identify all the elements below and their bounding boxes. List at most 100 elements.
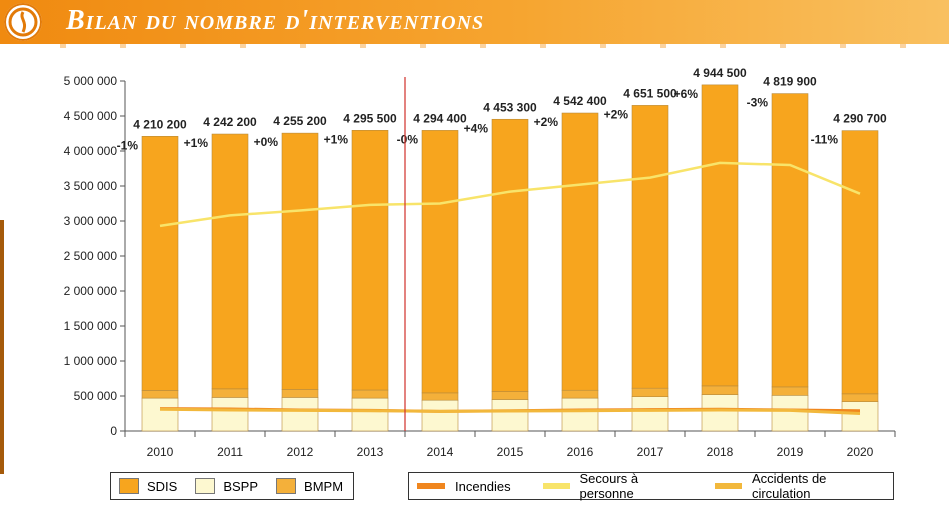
- bar-bspp: [211, 397, 249, 432]
- legend-types: Incendies Secours à personne Accidents d…: [408, 471, 894, 501]
- legend-label: Accidents de circulation: [751, 471, 827, 501]
- total-data-label: 4 295 500: [343, 111, 397, 125]
- pct-change-label: +6%: [674, 87, 699, 101]
- pct-change-label: +4%: [464, 121, 489, 135]
- x-tick-label: 2016: [567, 445, 594, 459]
- y-tick-label: 0: [110, 424, 117, 438]
- bar-bmpm: [351, 389, 389, 399]
- bar-bmpm: [421, 392, 459, 401]
- legend-swatch: [195, 478, 216, 494]
- bar-sdis: [281, 132, 319, 390]
- bar-bspp: [631, 396, 669, 432]
- legend-label: SDIS: [147, 478, 178, 494]
- legend-label: BSPP: [223, 478, 259, 494]
- legend-label: BMPM: [304, 478, 344, 494]
- bar-bmpm: [771, 386, 809, 396]
- x-tick-label: 2011: [217, 445, 243, 459]
- x-tick-label: 2020: [847, 445, 874, 459]
- page-title: Bilan du nombre d'interventions: [66, 5, 485, 36]
- bar-sdis: [561, 112, 599, 391]
- y-tick-label: 3 000 000: [64, 214, 118, 228]
- bar-sdis: [491, 118, 529, 392]
- bar-bspp: [351, 397, 389, 432]
- bar-bmpm: [211, 388, 249, 398]
- pct-change-label: -1%: [117, 138, 139, 152]
- bar-sdis: [631, 105, 669, 389]
- total-data-label: 4 290 700: [833, 112, 887, 126]
- y-tick-label: 2 000 000: [64, 284, 118, 298]
- y-tick-label: 1 000 000: [64, 354, 118, 368]
- line-accidents: [159, 407, 861, 415]
- logo-icon: [4, 3, 42, 41]
- total-data-label: 4 819 900: [763, 75, 817, 89]
- bar-sdis: [701, 84, 739, 387]
- bar-sdis: [351, 130, 389, 391]
- legend-item-sdis: SDIS: [119, 478, 177, 494]
- bar-sdis: [841, 130, 879, 395]
- pct-change-label: -11%: [811, 133, 839, 147]
- total-data-label: 4 294 400: [413, 111, 467, 125]
- legend-item-secours: Secours à personne: [542, 471, 691, 501]
- legend-line-swatch: [417, 483, 445, 489]
- bar-bmpm: [631, 387, 669, 398]
- pct-change-label: +1%: [324, 132, 349, 146]
- side-accent-bar: [0, 220, 4, 474]
- y-tick-label: 4 500 000: [64, 109, 118, 123]
- bar-sdis: [421, 130, 459, 394]
- total-data-label: 4 210 200: [133, 117, 187, 131]
- bar-sdis: [771, 93, 809, 388]
- x-tick-label: 2012: [287, 445, 314, 459]
- bar-bmpm: [141, 390, 179, 399]
- bar-bspp: [281, 397, 319, 432]
- legend-item-accidents: Accidents de circulation: [715, 471, 883, 501]
- total-data-label: 4 944 500: [693, 66, 747, 80]
- bar-bspp: [491, 399, 529, 432]
- y-tick-label: 500 000: [74, 389, 118, 403]
- pct-change-label: +0%: [254, 135, 279, 149]
- x-tick-label: 2019: [777, 445, 804, 459]
- legend-structures: SDIS BSPP BMPM: [110, 472, 354, 500]
- bar-bspp: [701, 394, 739, 432]
- y-tick-label: 5 000 000: [64, 74, 118, 88]
- y-tick-label: 2 500 000: [64, 249, 118, 263]
- x-tick-label: 2010: [147, 445, 174, 459]
- y-tick-label: 3 500 000: [64, 179, 118, 193]
- bar-sdis: [141, 136, 179, 391]
- bar-bmpm: [701, 385, 739, 395]
- legend-line-swatch: [715, 483, 742, 489]
- x-tick-label: 2013: [357, 445, 384, 459]
- bar-bspp: [141, 397, 179, 432]
- bar-bspp: [561, 397, 599, 432]
- legend-label: Incendies: [455, 478, 511, 494]
- legend-item-incendies: Incendies: [417, 479, 511, 494]
- y-tick-label: 4 000 000: [64, 144, 118, 158]
- x-tick-label: 2014: [427, 445, 454, 459]
- legend-line-swatch: [542, 483, 570, 489]
- interventions-chart: 0 500 000 1 000 000 1 500 000 2 000 000 2 500…: [64, 66, 896, 459]
- header-divider: [60, 44, 949, 48]
- pct-change-label: -0%: [397, 132, 419, 146]
- pct-change-label: -3%: [747, 96, 769, 110]
- bar-sdis: [211, 133, 249, 390]
- total-data-label: 4 242 200: [203, 115, 257, 129]
- bar-bmpm: [491, 391, 529, 400]
- total-data-label: 4 542 400: [553, 94, 607, 108]
- bar-bspp: [771, 394, 809, 432]
- legend-swatch: [276, 478, 297, 494]
- header-banner: Bilan du nombre d'interventions: [0, 0, 949, 44]
- pct-change-label: +2%: [604, 107, 629, 121]
- pct-change-label: +2%: [534, 115, 559, 129]
- line-secours: [159, 161, 861, 228]
- x-tick-label: 2018: [707, 445, 734, 459]
- legend-label: Secours à personne: [579, 471, 639, 501]
- total-data-label: 4 255 200: [273, 114, 327, 128]
- legend-item-bspp: BSPP: [195, 478, 258, 494]
- legend-swatch: [119, 478, 139, 494]
- y-tick-label: 1 500 000: [64, 319, 118, 333]
- total-data-label: 4 651 500: [623, 86, 677, 100]
- total-data-label: 4 453 300: [483, 100, 537, 114]
- x-tick-label: 2015: [497, 445, 524, 459]
- bar-bmpm: [841, 393, 879, 402]
- bar-bmpm: [281, 389, 319, 398]
- bar-bspp: [421, 399, 459, 432]
